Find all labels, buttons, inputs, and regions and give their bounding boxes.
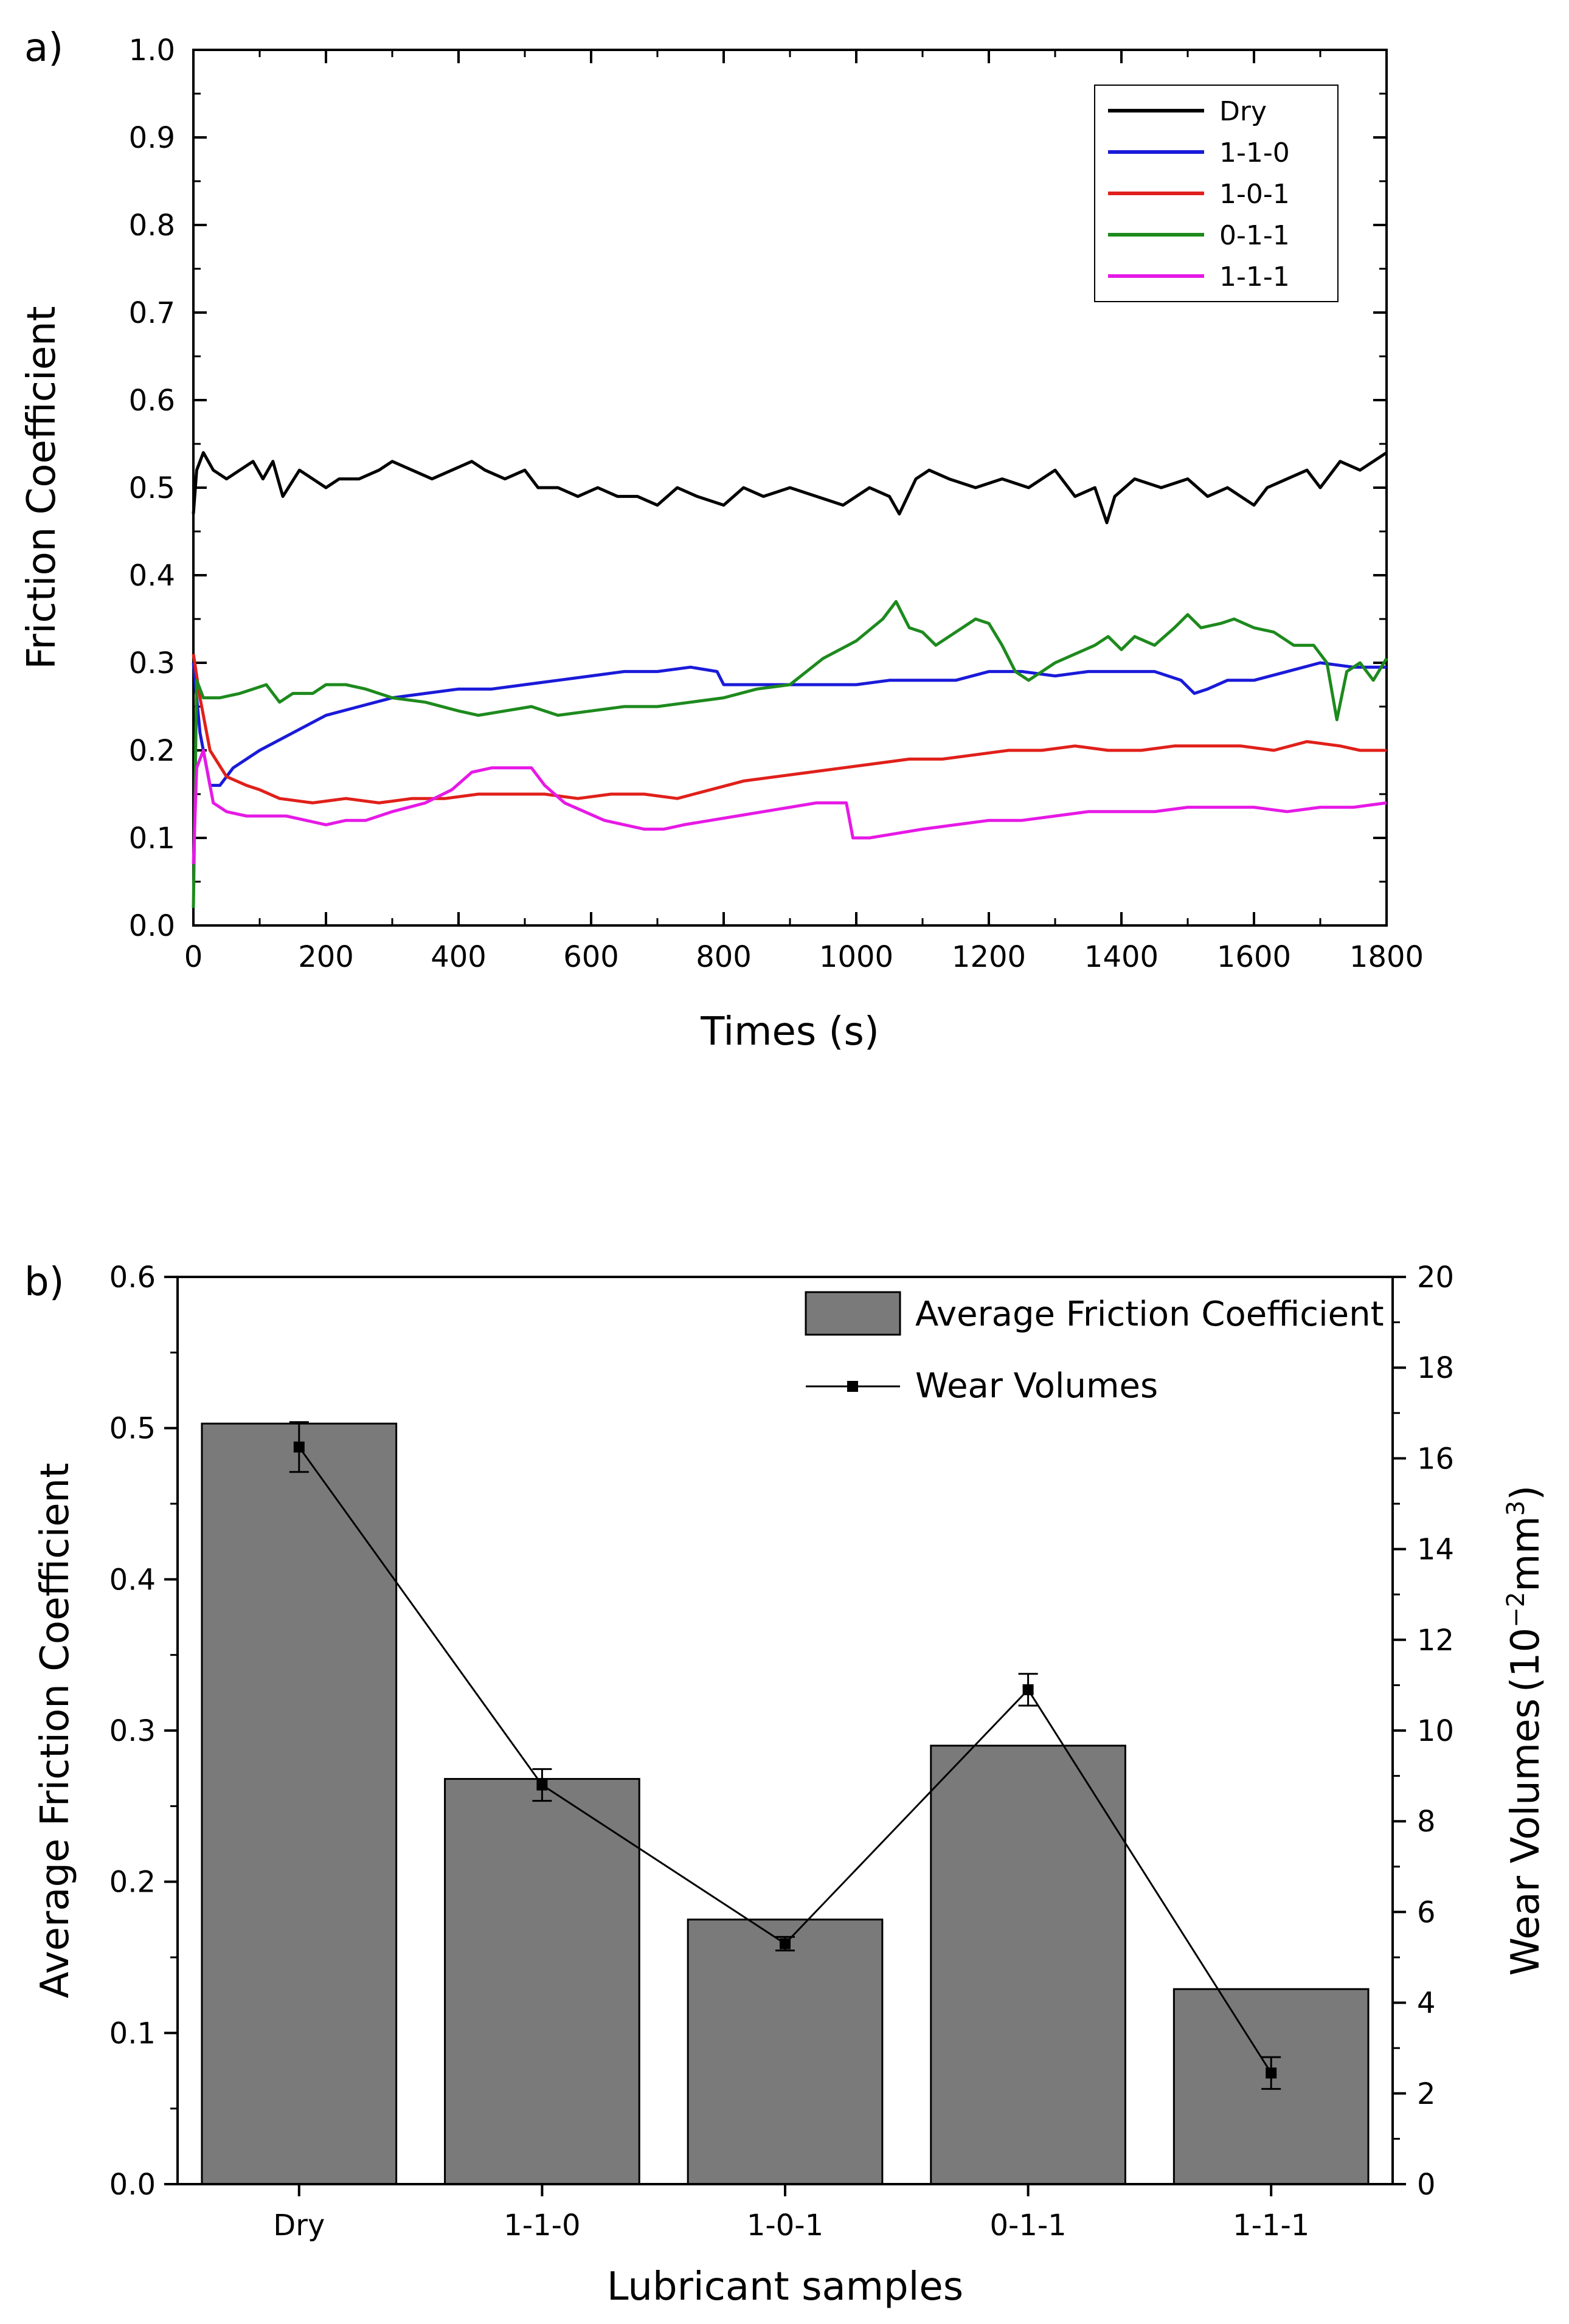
legend-label: 1-0-1 — [1219, 179, 1290, 210]
legend-label-line: Wear Volumes — [915, 1366, 1158, 1406]
x-tick-label: 400 — [431, 940, 487, 974]
panel-b: b) 0.0 0.1 0.2 0.3 0.4 0.5 0.6 0 2 4 6 8 10 12 14 16 18… — [24, 1260, 1548, 2309]
panel-b-x-axis-title: Lubricant samples — [607, 2264, 963, 2309]
panel-a: a) 0.0 0.1 0.2 0.3 0.4 0.5 0.6 0.7 0.8 0.9 1.0 0 20… — [19, 26, 1424, 1054]
panel-a-label: a) — [24, 26, 63, 71]
y-tick-label: 0.6 — [129, 384, 175, 418]
x-tick-label: 1400 — [1084, 940, 1159, 974]
panel-b-x-ticks: Dry 1-1-0 1-0-1 0-1-1 1-1-1 — [273, 2184, 1309, 2243]
x-category-label: 0-1-1 — [989, 2208, 1066, 2243]
series-line-0-1-1 — [192, 600, 1388, 908]
x-tick-label: 1200 — [952, 940, 1026, 974]
right-y-tick-label: 20 — [1417, 1261, 1454, 1295]
bar-Dry — [201, 1422, 398, 2185]
wear-point-0-1-1 — [1022, 1684, 1034, 1695]
x-tick-label: 600 — [563, 940, 619, 974]
x-tick-label: 800 — [696, 940, 752, 974]
x-category-label: 1-0-1 — [747, 2208, 823, 2243]
panel-a-y-ticks: 0.0 0.1 0.2 0.3 0.4 0.5 0.6 0.7 0.8 0.9 1.0 — [129, 33, 1387, 943]
panel-b-right-y-axis-title: Wear Volumes (10−2mm3) — [1502, 1485, 1548, 1976]
legend-swatch-marker — [847, 1381, 858, 1392]
y-tick-label: 0.8 — [129, 209, 175, 243]
right-axis-title-exp: −2 — [1502, 1592, 1530, 1628]
left-y-tick-label: 0.4 — [109, 1563, 156, 1597]
y-tick-label: 0.5 — [129, 471, 175, 505]
legend-label: Dry — [1219, 96, 1267, 127]
right-y-tick-label: 6 — [1417, 1895, 1436, 1929]
x-tick-label: 1000 — [819, 940, 893, 974]
wear-point-1-1-1 — [1266, 2067, 1277, 2079]
legend-label: 1-1-0 — [1219, 137, 1290, 168]
bar-1-0-1 — [687, 1918, 884, 2185]
panel-b-label: b) — [24, 1260, 64, 1305]
left-y-tick-label: 0.2 — [109, 1866, 156, 1900]
bar-1-1-0 — [444, 1778, 640, 2185]
panel-b-legend: Average Friction Coefficient Wear Volumes — [805, 1291, 1384, 1406]
right-y-tick-label: 0 — [1417, 2168, 1436, 2202]
panel-b-left-y-ticks: 0.0 0.1 0.2 0.3 0.4 0.5 0.6 — [109, 1261, 178, 2202]
x-category-label: 1-1-1 — [1233, 2208, 1309, 2243]
y-tick-label: 0.7 — [129, 296, 175, 330]
series-line-1-0-1 — [192, 654, 1387, 804]
legend-label: 1-1-1 — [1219, 261, 1290, 292]
right-y-tick-label: 10 — [1417, 1714, 1454, 1748]
series-line-1-1-1 — [192, 749, 1387, 865]
series-line-Dry — [192, 451, 1388, 525]
panel-a-series — [192, 451, 1388, 908]
y-tick-label: 0.9 — [129, 121, 175, 155]
x-tick-label: 0 — [184, 940, 203, 974]
left-y-tick-label: 0.0 — [109, 2168, 156, 2202]
bar-0-1-1 — [930, 1745, 1126, 2185]
y-tick-label: 0.2 — [129, 734, 175, 768]
panel-a-y-axis-title: Friction Coefficient — [19, 306, 64, 669]
left-y-tick-label: 0.1 — [109, 2016, 156, 2050]
left-y-tick-label: 0.6 — [109, 1261, 156, 1295]
x-tick-label: 1800 — [1349, 940, 1424, 974]
left-y-tick-label: 0.3 — [109, 1714, 156, 1748]
wear-point-Dry — [293, 1441, 305, 1453]
y-tick-label: 0.0 — [129, 909, 175, 943]
panel-a-legend: Dry 1-1-0 1-0-1 0-1-1 1-1-1 — [1094, 85, 1339, 302]
wear-point-1-0-1 — [780, 1938, 791, 1949]
right-axis-title-units: (10 — [1503, 1628, 1548, 1692]
y-tick-label: 0.1 — [129, 821, 175, 856]
y-tick-label: 0.4 — [129, 559, 175, 593]
right-y-tick-label: 18 — [1417, 1351, 1454, 1385]
series-line-1-1-0 — [192, 661, 1387, 787]
right-y-tick-label: 12 — [1417, 1624, 1454, 1658]
right-y-tick-label: 14 — [1417, 1533, 1454, 1567]
x-category-label: 1-1-0 — [504, 2208, 580, 2243]
right-y-tick-label: 16 — [1417, 1442, 1454, 1476]
right-axis-title-exp2: 3 — [1502, 1501, 1530, 1516]
legend-swatch-bar — [805, 1291, 901, 1336]
panel-a-x-axis-title: Times (s) — [700, 1009, 879, 1054]
wear-point-1-1-0 — [536, 1779, 548, 1791]
left-y-tick-label: 0.5 — [109, 1412, 156, 1446]
right-y-tick-label: 2 — [1417, 2077, 1436, 2111]
right-axis-title-mm: mm — [1503, 1516, 1548, 1592]
y-tick-label: 0.3 — [129, 646, 175, 680]
x-tick-label: 200 — [298, 940, 354, 974]
x-category-label: Dry — [273, 2208, 325, 2243]
right-axis-title-main: Wear Volumes — [1503, 1698, 1548, 1976]
y-tick-label: 1.0 — [129, 33, 175, 67]
panel-b-right-y-ticks: 0 2 4 6 8 10 12 14 16 18 20 — [1393, 1261, 1454, 2202]
panel-b-bars — [201, 1422, 1370, 2185]
legend-label: 0-1-1 — [1219, 220, 1290, 251]
panel-a-x-ticks: 0 200 400 600 800 1000 1200 1400 1600 1800 — [184, 50, 1424, 974]
legend-label-bar: Average Friction Coefficient — [915, 1295, 1384, 1334]
panel-b-left-y-axis-title: Average Friction Coefficient — [33, 1463, 78, 1999]
x-tick-label: 1600 — [1217, 940, 1291, 974]
panel-b-wear-line — [289, 1421, 1281, 2090]
right-y-tick-label: 8 — [1417, 1805, 1436, 1839]
right-y-tick-label: 4 — [1417, 1987, 1436, 2021]
right-axis-title-close: ) — [1503, 1485, 1548, 1501]
